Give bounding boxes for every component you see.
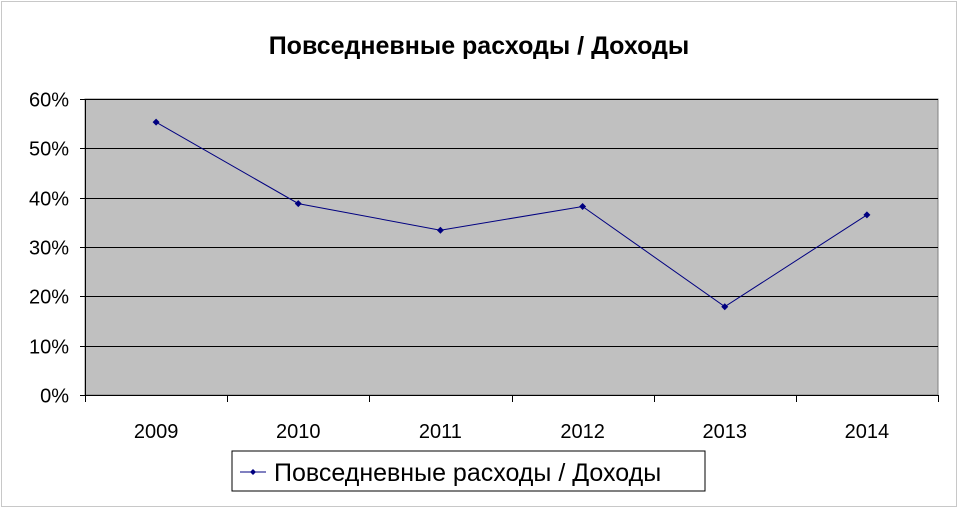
series-line (155, 121, 868, 308)
legend: Повседневные расходы / Доходы (231, 450, 706, 492)
legend-series-label: Повседневные расходы / Доходы (274, 459, 661, 487)
legend-series-marker (250, 469, 256, 475)
data-point (294, 200, 302, 208)
legend-box (231, 450, 706, 492)
data-point (579, 203, 587, 211)
y-tick-label: 20% (29, 287, 69, 309)
y-tick-label: 50% (29, 139, 69, 161)
x-tick-label: 2010 (276, 421, 321, 443)
y-tick-label: 0% (40, 386, 69, 408)
y-tick-label: 60% (29, 90, 69, 112)
data-point (436, 226, 444, 234)
chart-title: Повседневные расходы / Доходы (269, 32, 690, 60)
y-tick-label: 30% (29, 238, 69, 260)
y-tick-label: 10% (29, 337, 69, 359)
x-tick-label: 2014 (845, 421, 890, 443)
x-tick-label: 2013 (703, 421, 748, 443)
data-point (721, 303, 729, 311)
x-tick-label: 2012 (560, 421, 605, 443)
x-tick-label: 2009 (134, 421, 179, 443)
data-point (152, 118, 160, 126)
x-tick-label: 2011 (419, 421, 462, 443)
y-tick-label: 40% (29, 189, 69, 211)
data-point (863, 211, 871, 219)
